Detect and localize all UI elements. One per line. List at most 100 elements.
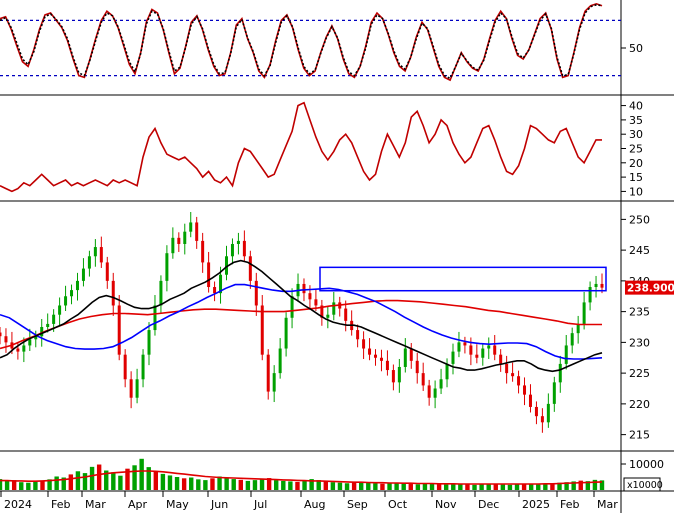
x-tick-label: Aug xyxy=(304,498,325,511)
volume-bar xyxy=(422,483,428,490)
volume-bar xyxy=(309,479,314,490)
candle-body xyxy=(344,308,348,321)
volume-bar xyxy=(401,483,406,490)
candle-body xyxy=(546,403,550,423)
volume-bar xyxy=(507,484,513,490)
candle-body xyxy=(75,280,79,291)
volume-bar xyxy=(11,480,17,490)
volume-bar xyxy=(578,480,583,490)
volume-bar xyxy=(302,480,307,490)
ma-black-line xyxy=(0,259,603,373)
volume-bar xyxy=(585,481,591,490)
candle-body xyxy=(201,240,205,263)
candle-body xyxy=(58,305,62,315)
x-tick-label: Nov xyxy=(435,498,457,511)
y-tick-label: 230 xyxy=(629,336,650,349)
candle-body xyxy=(248,256,252,281)
candle-body xyxy=(451,351,455,364)
x-tick-label: Mar xyxy=(597,498,618,511)
volume-bar xyxy=(323,481,328,490)
volume-bar xyxy=(543,483,548,490)
volume-bar xyxy=(316,480,321,490)
candle-body xyxy=(421,373,425,386)
volume-bar xyxy=(96,464,102,490)
volume-bar xyxy=(550,483,555,490)
candle-body xyxy=(600,283,604,288)
volume-bar xyxy=(295,481,300,490)
candle-body xyxy=(385,360,389,371)
y-tick-label: 225 xyxy=(629,367,650,380)
candle-body xyxy=(81,268,85,281)
volume-bar xyxy=(224,477,229,490)
candle-body xyxy=(320,305,324,318)
volume-bar xyxy=(436,484,442,490)
volume-bar xyxy=(259,479,265,490)
volume-bar xyxy=(125,468,130,490)
volume-bar xyxy=(373,483,378,490)
candle-body xyxy=(105,262,109,281)
candle-body xyxy=(111,280,115,306)
candle-body xyxy=(314,299,318,306)
ma-red-line xyxy=(0,299,602,350)
volume-bar xyxy=(359,481,364,490)
candle-body xyxy=(523,385,527,395)
volume-bar xyxy=(465,484,470,490)
candle-body xyxy=(278,348,282,374)
volume-bar xyxy=(599,480,605,490)
candle-body xyxy=(254,280,258,306)
volume-bar xyxy=(486,483,491,490)
last-price-label: 238.9000 xyxy=(627,283,674,295)
x-tick-label: Jul xyxy=(253,498,267,511)
x-tick-label: Oct xyxy=(388,498,408,511)
candle-body xyxy=(272,373,276,392)
candle-body xyxy=(374,354,378,358)
candle-body xyxy=(64,296,68,306)
candle-body xyxy=(356,330,360,340)
volume-bar xyxy=(274,480,279,490)
ma-blue-line xyxy=(0,283,603,360)
candle-body xyxy=(302,283,306,294)
volume-bar xyxy=(351,482,357,490)
candle-body xyxy=(308,293,312,300)
candle-body xyxy=(481,348,485,358)
volume-bar xyxy=(281,480,286,490)
candle-body xyxy=(499,354,503,364)
volume-bar xyxy=(146,467,151,490)
y-tick-label: 15 xyxy=(629,171,643,184)
candle-body xyxy=(594,283,598,288)
candle-body xyxy=(391,370,395,383)
candle-body xyxy=(332,302,336,315)
candle-body xyxy=(552,382,556,404)
volume-bar xyxy=(54,476,59,490)
candle-body xyxy=(534,406,538,417)
candle-body xyxy=(445,363,449,380)
candle-body xyxy=(16,348,20,352)
candle-body xyxy=(117,305,121,355)
candle-body xyxy=(4,336,8,343)
candle-body xyxy=(224,256,228,275)
x-tick-label: May xyxy=(166,498,189,511)
volume-bar xyxy=(394,482,399,490)
candle-body xyxy=(87,256,91,269)
volume-bar xyxy=(500,484,506,490)
x-tick-label: Feb xyxy=(51,498,70,511)
y-tick-label: 40 xyxy=(629,100,643,113)
candle-body xyxy=(99,247,103,263)
volume-bar xyxy=(472,484,477,490)
y-tick-label: 30 xyxy=(629,128,643,141)
volume-bar xyxy=(181,478,187,490)
volume-bar xyxy=(118,475,123,490)
volume-bar xyxy=(288,481,293,490)
candle-body xyxy=(505,363,509,374)
candle-body xyxy=(415,360,419,374)
candle-body xyxy=(368,348,372,355)
candle-body xyxy=(141,354,145,380)
candle-body xyxy=(493,345,497,355)
candle-body xyxy=(475,354,479,358)
volume-bar xyxy=(266,478,272,490)
candle-body xyxy=(147,330,151,355)
candle-body xyxy=(46,323,50,327)
volume-bar xyxy=(132,465,137,490)
candle-body xyxy=(326,314,330,318)
